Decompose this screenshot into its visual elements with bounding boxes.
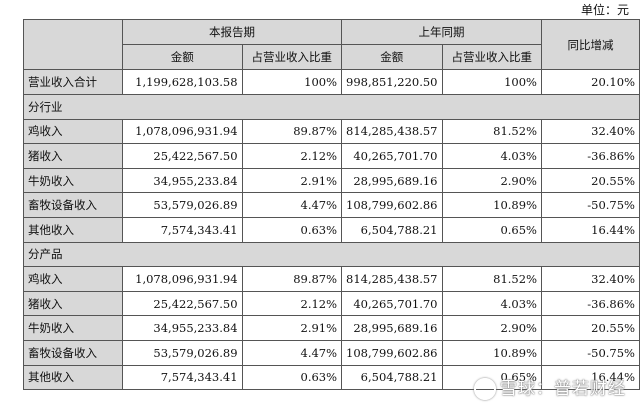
amount: 25,422,567.50	[121, 290, 243, 317]
amount: 7,574,343.41	[121, 364, 243, 391]
prior-amount: 28,995,689.16	[341, 315, 443, 341]
prior-share: 0.65%	[441, 216, 542, 243]
header-yoy: 同比增减	[541, 19, 640, 70]
amount: 34,955,233.84	[121, 315, 243, 341]
prior-amount: 40,265,701.70	[341, 290, 443, 317]
prior-share: 4.03%	[441, 290, 542, 317]
section-row: 分产品	[23, 241, 640, 268]
yoy: 16.44%	[541, 216, 640, 243]
total-prior-amount: 998,851,220.50	[341, 69, 443, 95]
share: 4.47%	[241, 192, 343, 218]
total-yoy: 20.10%	[541, 69, 640, 95]
yoy: 16.44%	[541, 364, 640, 391]
share: 2.12%	[241, 290, 343, 317]
section-title: 分产品	[23, 241, 640, 268]
table-row: 牛奶收入 34,955,233.84 2.91% 28,995,689.16 2.90%…	[23, 167, 640, 194]
header-corner	[23, 19, 123, 70]
prior-share: 2.90%	[441, 167, 542, 194]
row-label: 畜牧设备收入	[23, 339, 123, 366]
watermark: 雪球：普若财经	[474, 374, 626, 400]
yoy: 20.55%	[541, 315, 640, 341]
yoy: -50.75%	[541, 339, 640, 366]
share: 2.12%	[241, 143, 343, 169]
prior-share: 4.03%	[441, 143, 542, 169]
prior-amount: 40,265,701.70	[341, 143, 443, 169]
amount: 53,579,026.89	[121, 192, 243, 218]
yoy: 20.55%	[541, 167, 640, 194]
row-label: 猪收入	[23, 290, 123, 317]
total-share: 100%	[241, 69, 343, 95]
amount: 34,955,233.84	[121, 167, 243, 194]
section-row: 分行业	[23, 94, 640, 120]
prior-share: 10.89%	[441, 192, 542, 218]
share: 89.87%	[241, 266, 343, 292]
header-prior-amount: 金额	[341, 44, 443, 70]
share: 0.63%	[241, 364, 343, 391]
table-row: 猪收入 25,422,567.50 2.12% 40,265,701.70 4.03% -…	[23, 143, 640, 169]
prior-share: 10.89%	[441, 339, 542, 366]
table-row: 其他收入 7,574,343.41 0.63% 6,504,788.21 0.65% 16…	[23, 216, 640, 243]
row-label: 鸡收入	[23, 266, 123, 292]
prior-share: 81.52%	[441, 266, 542, 292]
row-label: 牛奶收入	[23, 315, 123, 341]
table-row: 畜牧设备收入 53,579,026.89 4.47% 108,799,602.86 10…	[23, 339, 640, 366]
total-prior-share: 100%	[441, 69, 542, 95]
table-row: 猪收入 25,422,567.50 2.12% 40,265,701.70 4.03% -…	[23, 290, 640, 317]
amount: 25,422,567.50	[121, 143, 243, 169]
header-prior-share: 占营业收入比重	[441, 44, 542, 70]
total-label: 营业收入合计	[23, 69, 123, 95]
share: 89.87%	[241, 118, 343, 145]
yoy: -50.75%	[541, 192, 640, 218]
row-label: 畜牧设备收入	[23, 192, 123, 218]
section-title: 分行业	[23, 94, 640, 120]
share: 2.91%	[241, 315, 343, 341]
prior-amount: 814,285,438.57	[341, 118, 443, 145]
table-row: 鸡收入 1,078,096,931.94 89.87% 814,285,438.57 8…	[23, 266, 640, 292]
amount: 7,574,343.41	[121, 216, 243, 243]
prior-amount: 814,285,438.57	[341, 266, 443, 292]
prior-amount: 108,799,602.86	[341, 339, 443, 366]
yoy: -36.86%	[541, 143, 640, 169]
table-row: 其他收入 7,574,343.41 0.63% 6,504,788.21 0.65% 16…	[23, 364, 640, 391]
share: 2.91%	[241, 167, 343, 194]
share: 0.63%	[241, 216, 343, 243]
amount: 1,078,096,931.94	[121, 118, 243, 145]
total-amount: 1,199,628,103.58	[121, 69, 243, 95]
header-prior-period: 上年同期	[341, 19, 542, 45]
amount: 53,579,026.89	[121, 339, 243, 366]
prior-amount: 6,504,788.21	[341, 364, 443, 391]
header-current-share: 占营业收入比重	[241, 44, 343, 70]
prior-share: 2.90%	[441, 315, 542, 341]
row-label: 其他收入	[23, 364, 123, 391]
header-current-amount: 金额	[121, 44, 243, 70]
row-label: 其他收入	[23, 216, 123, 243]
yoy: -36.86%	[541, 290, 640, 317]
unit-label: 单位：元	[580, 3, 629, 17]
share: 4.47%	[241, 339, 343, 366]
amount: 1,078,096,931.94	[121, 266, 243, 292]
row-label: 猪收入	[23, 143, 123, 169]
revenue-table: 本报告期 上年同期 同比增减 金额 占营业收入比重 金额 占营业收入比重 营业收…	[23, 19, 640, 391]
watermark-text: 雪球：普若财经	[500, 379, 626, 399]
header-current-period: 本报告期	[121, 19, 343, 45]
table-row: 畜牧设备收入 53,579,026.89 4.47% 108,799,602.86 10…	[23, 192, 640, 218]
prior-share: 81.52%	[441, 118, 542, 145]
row-label: 牛奶收入	[23, 167, 123, 194]
table-row: 牛奶收入 34,955,233.84 2.91% 28,995,689.16 2.90%…	[23, 315, 640, 341]
yoy: 32.40%	[541, 118, 640, 145]
table-row: 鸡收入 1,078,096,931.94 89.87% 814,285,438.57 8…	[23, 118, 640, 145]
prior-amount: 6,504,788.21	[341, 216, 443, 243]
prior-amount: 108,799,602.86	[341, 192, 443, 218]
row-label: 鸡收入	[23, 118, 123, 145]
prior-amount: 28,995,689.16	[341, 167, 443, 194]
total-row: 营业收入合计 1,199,628,103.58 100% 998,851,220…	[23, 69, 640, 95]
yoy: 32.40%	[541, 266, 640, 292]
snowball-logo-icon	[474, 378, 496, 400]
